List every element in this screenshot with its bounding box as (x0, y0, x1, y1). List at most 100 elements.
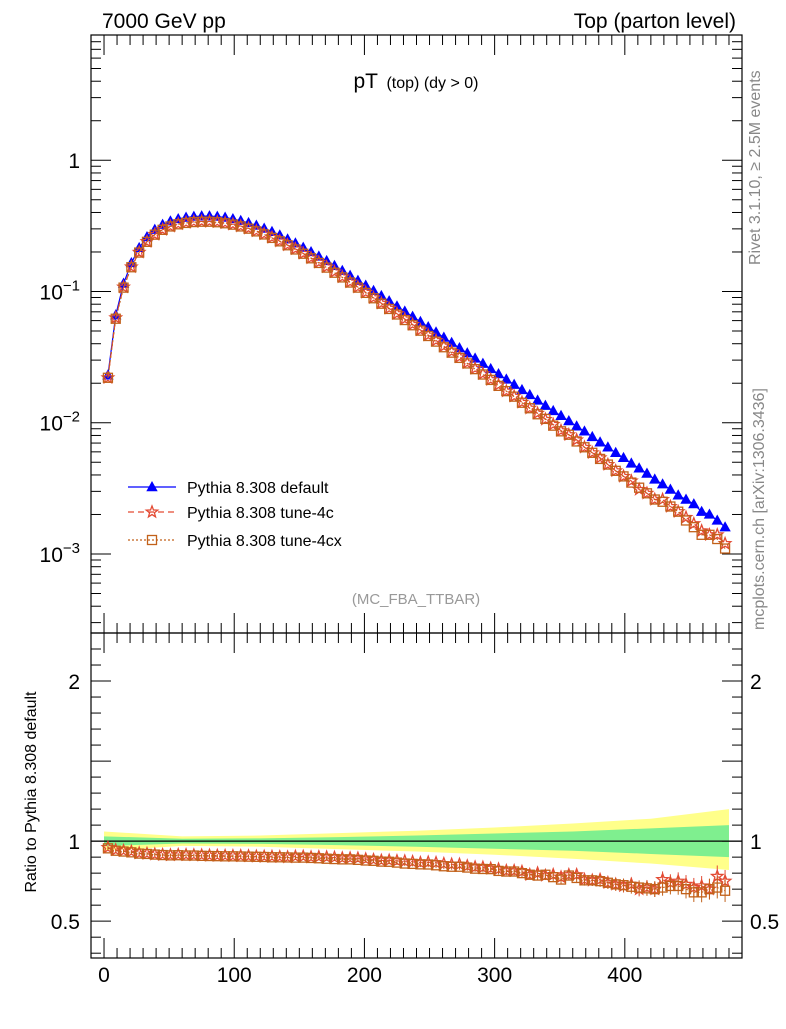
data-point-tune4cx (266, 232, 278, 244)
ratio-point-tune4cx (126, 847, 137, 858)
ratio-point-tune4cx (204, 850, 215, 862)
data-point-tune4cx (508, 391, 520, 402)
ratio-point-tune4cx (384, 856, 395, 867)
data-point-tune4cx (173, 219, 184, 230)
data-point-tune4c (709, 526, 725, 542)
data-point-tune4cx (469, 364, 481, 375)
data-point-default (539, 399, 552, 410)
ratio-point-tune4cx (587, 875, 598, 886)
ratio-point-tune4cx (415, 859, 426, 870)
data-point-tune4cx (462, 358, 473, 369)
data-point-default (508, 378, 520, 389)
ratio-point-tune4cx (118, 846, 129, 857)
x-tick-label: 100 (217, 964, 252, 987)
ratio-point-tune4cx (196, 850, 207, 862)
data-point-tune4cx (157, 224, 168, 235)
data-point-tune4cx (587, 447, 598, 458)
x-tick-label: 300 (477, 964, 512, 987)
data-point-default (531, 394, 544, 405)
data-point-default (664, 483, 677, 494)
data-point-default (602, 441, 614, 452)
ratio-point-tune4cx (329, 853, 340, 865)
ratio-point-tune4cx (360, 855, 371, 866)
ratio-point-tune4cx (571, 872, 582, 884)
data-point-default (656, 478, 669, 489)
data-point-tune4cx (368, 293, 379, 304)
data-point-tune4cx (438, 342, 449, 353)
ratio-line-tune4c (107, 847, 726, 890)
ratio-point-tune4cx (423, 859, 434, 870)
data-point-tune4cx (180, 217, 192, 229)
data-point-default (570, 420, 583, 431)
ratio-point-tune4cx (368, 855, 379, 866)
data-point-tune4c (717, 535, 733, 550)
ratio-point-tune4cx (446, 861, 457, 872)
data-point-tune4cx (571, 436, 582, 447)
legend-marker-default (146, 481, 158, 492)
x-tick-label: 0 (98, 964, 110, 987)
data-point-default (578, 425, 591, 436)
x-tick-label: 200 (347, 964, 382, 987)
data-point-tune4cx (493, 380, 504, 392)
main-plot-title: pT (top) (dy > 0) (354, 70, 479, 93)
data-point-tune4cx (477, 369, 489, 380)
data-point-tune4cx (516, 397, 528, 408)
data-point-tune4cx (399, 314, 410, 326)
y-tick-label: 10−2 (40, 409, 80, 436)
data-point-tune4cx (141, 236, 153, 247)
ratio-point-tune4cx (657, 882, 668, 893)
data-point-default (555, 409, 567, 420)
ratio-point-tune4cx (501, 866, 512, 877)
data-point-tune4cx (524, 403, 535, 414)
header-process-label: Top (parton level) (574, 10, 736, 33)
ratio-y-axis-label: Ratio to Pythia 8.308 default (23, 691, 40, 893)
data-point-default (680, 493, 692, 504)
ratio-point-tune4cx (102, 843, 114, 854)
ratio-point-tune4cx (344, 854, 356, 865)
data-point-default (672, 489, 684, 500)
data-point-tune4c (694, 523, 710, 538)
data-point-default (524, 388, 536, 400)
data-point-default (547, 404, 559, 416)
ratio-point-tune4cx (235, 851, 246, 862)
data-point-tune4cx (446, 347, 457, 358)
data-point-tune4cx (376, 298, 387, 309)
data-point-default (719, 521, 731, 532)
data-point-tune4cx (360, 287, 371, 299)
ratio-point-tune4cx (665, 880, 676, 892)
ratio-point-tune4cx (719, 885, 731, 896)
data-point-tune4cx (219, 218, 231, 229)
data-point-tune4cx (696, 529, 707, 540)
ratio-point-tune4cx (712, 882, 723, 893)
rivet-version-label: Rivet 3.1.10, ≥ 2.5M events (747, 70, 764, 265)
data-point-tune4cx (454, 352, 465, 364)
ratio-point-tune4cx (618, 880, 629, 891)
ratio-point-tune4cx (149, 849, 160, 860)
ratio-point-tune4cx (376, 856, 387, 867)
data-point-tune4cx (641, 488, 653, 499)
y-tick-label: 10−3 (40, 540, 80, 567)
data-point-default (641, 467, 653, 478)
data-point-default (563, 415, 575, 426)
ratio-point-tune4cx (649, 884, 660, 895)
data-point-tune4cx (673, 506, 684, 517)
ratio-point-tune4cx (548, 872, 559, 883)
ratio-point-tune4cx (243, 851, 254, 862)
data-point-default (695, 505, 708, 516)
data-point-tune4cx (415, 325, 426, 336)
ratio-point-tune4cx (540, 869, 551, 880)
y-tick-label: 10−1 (40, 277, 80, 304)
ratio-point-tune4cx (227, 851, 239, 862)
data-point-tune4cx (110, 313, 121, 324)
ratio-y-tick-label-right: 0.5 (750, 911, 779, 934)
ratio-point-tune4cx (298, 852, 309, 863)
data-point-default (649, 473, 661, 484)
data-point-tune4cx (352, 282, 364, 293)
ratio-y-tick-label: 2 (68, 671, 80, 694)
data-point-default (688, 498, 700, 509)
data-point-tune4cx (196, 216, 207, 227)
ratio-point-tune4cx (259, 851, 270, 863)
ratio-point-tune4cx (305, 852, 317, 864)
data-point-tune4cx (579, 442, 590, 453)
data-point-tune4cx (665, 501, 676, 512)
